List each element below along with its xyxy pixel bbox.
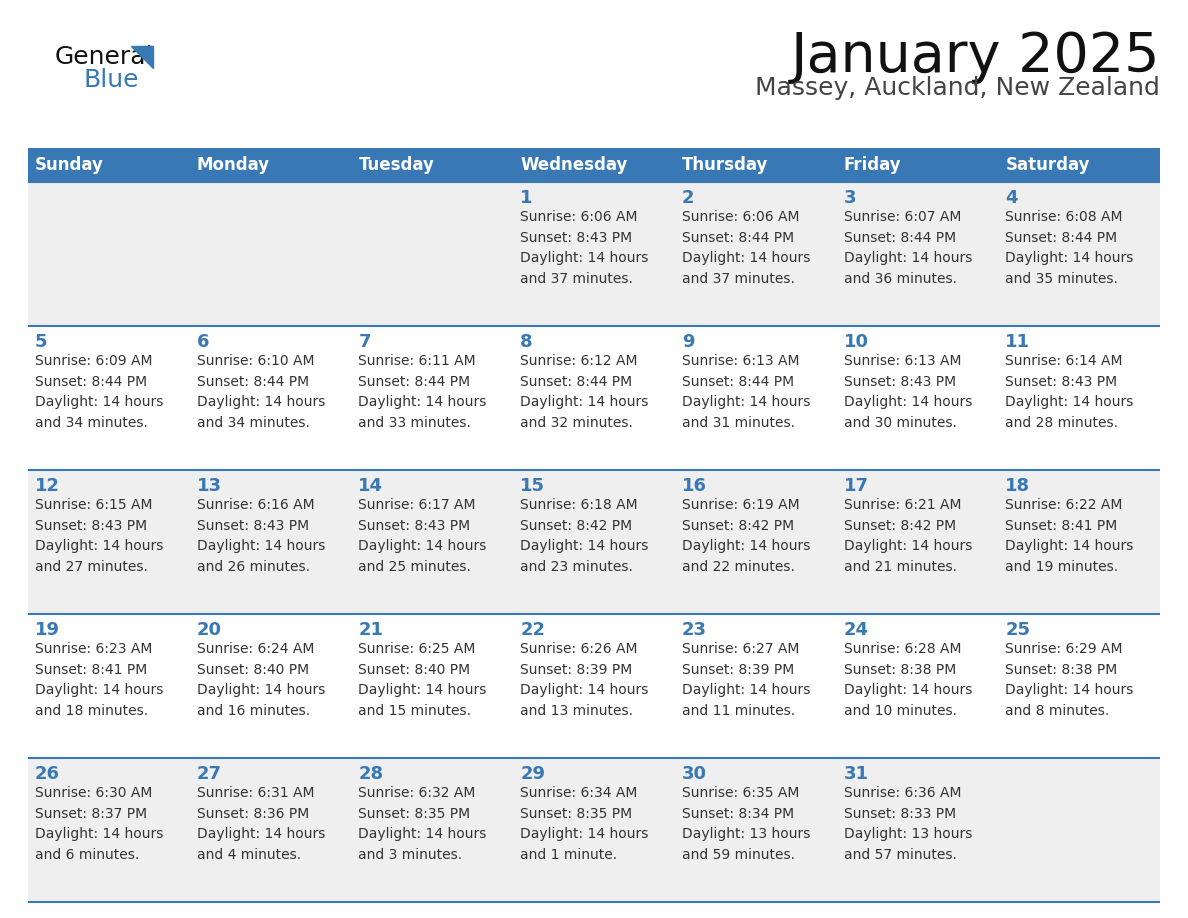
Text: 7: 7 [359, 333, 371, 351]
Text: Monday: Monday [197, 156, 270, 174]
Text: Sunday: Sunday [34, 156, 103, 174]
Text: Sunrise: 6:11 AM
Sunset: 8:44 PM
Daylight: 14 hours
and 33 minutes.: Sunrise: 6:11 AM Sunset: 8:44 PM Dayligh… [359, 354, 487, 430]
Text: 30: 30 [682, 765, 707, 783]
Text: 29: 29 [520, 765, 545, 783]
Text: 6: 6 [197, 333, 209, 351]
Text: Sunrise: 6:25 AM
Sunset: 8:40 PM
Daylight: 14 hours
and 15 minutes.: Sunrise: 6:25 AM Sunset: 8:40 PM Dayligh… [359, 642, 487, 718]
Text: 26: 26 [34, 765, 61, 783]
Bar [29, 148, 190, 182]
Text: Sunrise: 6:06 AM
Sunset: 8:43 PM
Daylight: 14 hours
and 37 minutes.: Sunrise: 6:06 AM Sunset: 8:43 PM Dayligh… [520, 210, 649, 285]
Text: 5: 5 [34, 333, 48, 351]
Text: Sunrise: 6:34 AM
Sunset: 8:35 PM
Daylight: 14 hours
and 1 minute.: Sunrise: 6:34 AM Sunset: 8:35 PM Dayligh… [520, 786, 649, 862]
Text: 22: 22 [520, 621, 545, 639]
Text: 12: 12 [34, 477, 61, 495]
Text: Friday: Friday [843, 156, 902, 174]
Text: Sunrise: 6:31 AM
Sunset: 8:36 PM
Daylight: 14 hours
and 4 minutes.: Sunrise: 6:31 AM Sunset: 8:36 PM Dayligh… [197, 786, 326, 862]
Text: Sunrise: 6:22 AM
Sunset: 8:41 PM
Daylight: 14 hours
and 19 minutes.: Sunrise: 6:22 AM Sunset: 8:41 PM Dayligh… [1005, 498, 1133, 574]
Text: Sunrise: 6:08 AM
Sunset: 8:44 PM
Daylight: 14 hours
and 35 minutes.: Sunrise: 6:08 AM Sunset: 8:44 PM Dayligh… [1005, 210, 1133, 285]
Bar [29, 614, 1159, 758]
Text: Sunrise: 6:13 AM
Sunset: 8:44 PM
Daylight: 14 hours
and 31 minutes.: Sunrise: 6:13 AM Sunset: 8:44 PM Dayligh… [682, 354, 810, 430]
Text: 10: 10 [843, 333, 868, 351]
Text: Sunrise: 6:06 AM
Sunset: 8:44 PM
Daylight: 14 hours
and 37 minutes.: Sunrise: 6:06 AM Sunset: 8:44 PM Dayligh… [682, 210, 810, 285]
Text: Sunrise: 6:19 AM
Sunset: 8:42 PM
Daylight: 14 hours
and 22 minutes.: Sunrise: 6:19 AM Sunset: 8:42 PM Dayligh… [682, 498, 810, 574]
Text: Sunrise: 6:14 AM
Sunset: 8:43 PM
Daylight: 14 hours
and 28 minutes.: Sunrise: 6:14 AM Sunset: 8:43 PM Dayligh… [1005, 354, 1133, 430]
Text: 1: 1 [520, 189, 532, 207]
Text: Sunrise: 6:36 AM
Sunset: 8:33 PM
Daylight: 13 hours
and 57 minutes.: Sunrise: 6:36 AM Sunset: 8:33 PM Dayligh… [843, 786, 972, 862]
Bar [29, 326, 1159, 470]
Text: Sunrise: 6:26 AM
Sunset: 8:39 PM
Daylight: 14 hours
and 13 minutes.: Sunrise: 6:26 AM Sunset: 8:39 PM Dayligh… [520, 642, 649, 718]
Text: 20: 20 [197, 621, 222, 639]
Text: Sunrise: 6:32 AM
Sunset: 8:35 PM
Daylight: 14 hours
and 3 minutes.: Sunrise: 6:32 AM Sunset: 8:35 PM Dayligh… [359, 786, 487, 862]
Text: Sunrise: 6:28 AM
Sunset: 8:38 PM
Daylight: 14 hours
and 10 minutes.: Sunrise: 6:28 AM Sunset: 8:38 PM Dayligh… [843, 642, 972, 718]
Text: 17: 17 [843, 477, 868, 495]
Text: Saturday: Saturday [1005, 156, 1089, 174]
Text: Sunrise: 6:21 AM
Sunset: 8:42 PM
Daylight: 14 hours
and 21 minutes.: Sunrise: 6:21 AM Sunset: 8:42 PM Dayligh… [843, 498, 972, 574]
Text: 8: 8 [520, 333, 532, 351]
Text: Sunrise: 6:16 AM
Sunset: 8:43 PM
Daylight: 14 hours
and 26 minutes.: Sunrise: 6:16 AM Sunset: 8:43 PM Dayligh… [197, 498, 326, 574]
Text: Sunrise: 6:29 AM
Sunset: 8:38 PM
Daylight: 14 hours
and 8 minutes.: Sunrise: 6:29 AM Sunset: 8:38 PM Dayligh… [1005, 642, 1133, 718]
Text: 4: 4 [1005, 189, 1018, 207]
Text: 16: 16 [682, 477, 707, 495]
Bar [675, 148, 836, 182]
Bar [29, 470, 1159, 614]
Text: 18: 18 [1005, 477, 1030, 495]
Text: 27: 27 [197, 765, 222, 783]
Text: Sunrise: 6:18 AM
Sunset: 8:42 PM
Daylight: 14 hours
and 23 minutes.: Sunrise: 6:18 AM Sunset: 8:42 PM Dayligh… [520, 498, 649, 574]
Text: 15: 15 [520, 477, 545, 495]
Text: Sunrise: 6:15 AM
Sunset: 8:43 PM
Daylight: 14 hours
and 27 minutes.: Sunrise: 6:15 AM Sunset: 8:43 PM Dayligh… [34, 498, 164, 574]
Text: 21: 21 [359, 621, 384, 639]
Text: Sunrise: 6:17 AM
Sunset: 8:43 PM
Daylight: 14 hours
and 25 minutes.: Sunrise: 6:17 AM Sunset: 8:43 PM Dayligh… [359, 498, 487, 574]
Text: 25: 25 [1005, 621, 1030, 639]
Bar [513, 148, 675, 182]
Text: Massey, Auckland, New Zealand: Massey, Auckland, New Zealand [756, 76, 1159, 100]
Text: 11: 11 [1005, 333, 1030, 351]
Text: 9: 9 [682, 333, 694, 351]
Text: January 2025: January 2025 [790, 30, 1159, 84]
Text: Sunrise: 6:27 AM
Sunset: 8:39 PM
Daylight: 14 hours
and 11 minutes.: Sunrise: 6:27 AM Sunset: 8:39 PM Dayligh… [682, 642, 810, 718]
Text: Sunrise: 6:12 AM
Sunset: 8:44 PM
Daylight: 14 hours
and 32 minutes.: Sunrise: 6:12 AM Sunset: 8:44 PM Dayligh… [520, 354, 649, 430]
Text: Sunrise: 6:13 AM
Sunset: 8:43 PM
Daylight: 14 hours
and 30 minutes.: Sunrise: 6:13 AM Sunset: 8:43 PM Dayligh… [843, 354, 972, 430]
Text: Wednesday: Wednesday [520, 156, 627, 174]
Bar [352, 148, 513, 182]
Text: 14: 14 [359, 477, 384, 495]
Text: Sunrise: 6:30 AM
Sunset: 8:37 PM
Daylight: 14 hours
and 6 minutes.: Sunrise: 6:30 AM Sunset: 8:37 PM Dayligh… [34, 786, 164, 862]
Text: Sunrise: 6:07 AM
Sunset: 8:44 PM
Daylight: 14 hours
and 36 minutes.: Sunrise: 6:07 AM Sunset: 8:44 PM Dayligh… [843, 210, 972, 285]
Text: Thursday: Thursday [682, 156, 769, 174]
Text: 2: 2 [682, 189, 694, 207]
Polygon shape [131, 46, 153, 68]
Text: Sunrise: 6:10 AM
Sunset: 8:44 PM
Daylight: 14 hours
and 34 minutes.: Sunrise: 6:10 AM Sunset: 8:44 PM Dayligh… [197, 354, 326, 430]
Text: 3: 3 [843, 189, 857, 207]
Bar [29, 182, 1159, 326]
Text: 31: 31 [843, 765, 868, 783]
Bar [998, 148, 1159, 182]
Text: Tuesday: Tuesday [359, 156, 435, 174]
Bar [29, 758, 1159, 902]
Text: Sunrise: 6:23 AM
Sunset: 8:41 PM
Daylight: 14 hours
and 18 minutes.: Sunrise: 6:23 AM Sunset: 8:41 PM Dayligh… [34, 642, 164, 718]
Text: Sunrise: 6:09 AM
Sunset: 8:44 PM
Daylight: 14 hours
and 34 minutes.: Sunrise: 6:09 AM Sunset: 8:44 PM Dayligh… [34, 354, 164, 430]
Text: 19: 19 [34, 621, 61, 639]
Text: General: General [55, 45, 153, 69]
Bar [190, 148, 352, 182]
Text: 13: 13 [197, 477, 222, 495]
Text: 23: 23 [682, 621, 707, 639]
Text: 24: 24 [843, 621, 868, 639]
Text: Sunrise: 6:35 AM
Sunset: 8:34 PM
Daylight: 13 hours
and 59 minutes.: Sunrise: 6:35 AM Sunset: 8:34 PM Dayligh… [682, 786, 810, 862]
Text: Sunrise: 6:24 AM
Sunset: 8:40 PM
Daylight: 14 hours
and 16 minutes.: Sunrise: 6:24 AM Sunset: 8:40 PM Dayligh… [197, 642, 326, 718]
Text: 28: 28 [359, 765, 384, 783]
Bar [836, 148, 998, 182]
Text: Blue: Blue [83, 68, 139, 92]
